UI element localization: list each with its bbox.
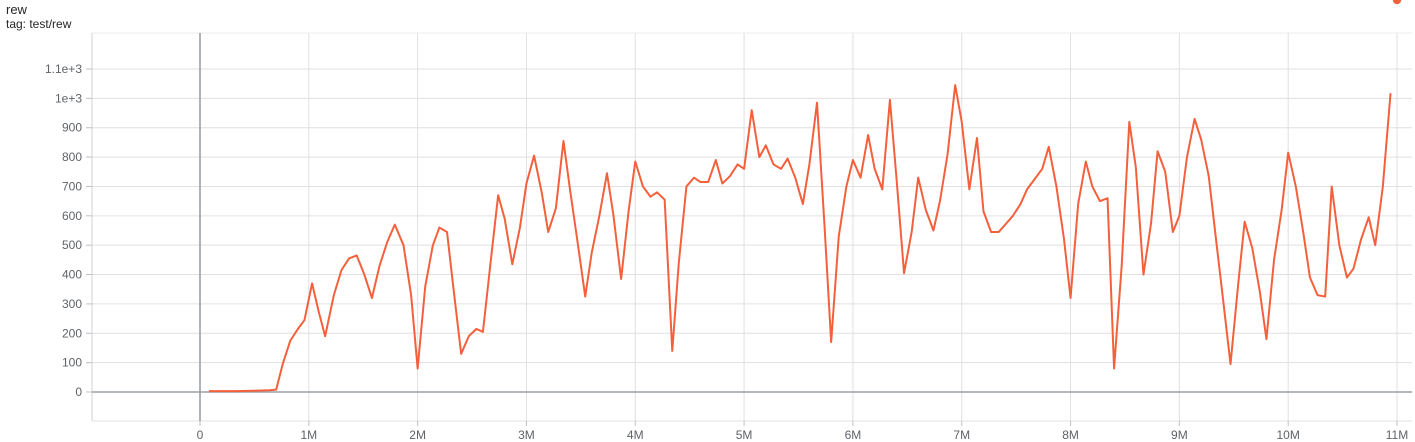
x-axis-tick-label: 6M <box>845 428 862 442</box>
y-axis-tick-label: 300 <box>62 297 82 311</box>
x-axis-tick-label: 2M <box>409 428 426 442</box>
axis-lines <box>92 33 1412 421</box>
x-axis-tick-label: 1M <box>300 428 317 442</box>
series-endpoint-dot[interactable] <box>1392 0 1402 5</box>
series-lines[interactable] <box>208 84 1392 393</box>
y-axis-tick-label: 600 <box>62 209 82 223</box>
y-axis-tick-label: 100 <box>62 356 82 370</box>
y-axis-tick-label: 800 <box>62 150 82 164</box>
y-axis-tick-labels: 0 100 200 300 400 500 600 700 800 900 1e+3 1.1e+3 <box>45 62 92 399</box>
y-axis-tick-label: 200 <box>62 326 82 340</box>
y-axis-tick-label: 900 <box>62 121 82 135</box>
y-axis-tick-label: 700 <box>62 179 82 193</box>
x-axis-tick-label: 5M <box>736 428 753 442</box>
x-axis-tick-label: 8M <box>1062 428 1079 442</box>
series-line[interactable] <box>208 84 1392 393</box>
y-axis-tick-label: 400 <box>62 268 82 282</box>
x-axis-tick-label: 3M <box>518 428 535 442</box>
x-axis-tick-label: 11M <box>1386 428 1408 442</box>
y-axis-tick-label: 1e+3 <box>55 91 82 105</box>
y-axis-tick-label: 1.1e+3 <box>45 62 82 76</box>
chart-subtitle: tag: test/rew <box>6 17 72 31</box>
chart-title: rew <box>6 2 27 17</box>
last-point-marker[interactable] <box>1392 0 1402 5</box>
x-axis-tick-label: 4M <box>627 428 644 442</box>
y-axis-tick-label: 500 <box>62 238 82 252</box>
x-axis-tick-label: 10M <box>1277 428 1300 442</box>
grid-lines <box>91 32 1412 422</box>
x-axis-tick-labels: 0 1M 2M 3M 4M 5M 6M 7M 8M 9M 10M 11M <box>197 421 1408 442</box>
x-axis-tick-label: 9M <box>1171 428 1188 442</box>
y-axis-tick-label: 0 <box>75 385 82 399</box>
x-axis-tick-label: 0 <box>197 428 204 442</box>
x-axis-tick-label: 7M <box>953 428 970 442</box>
